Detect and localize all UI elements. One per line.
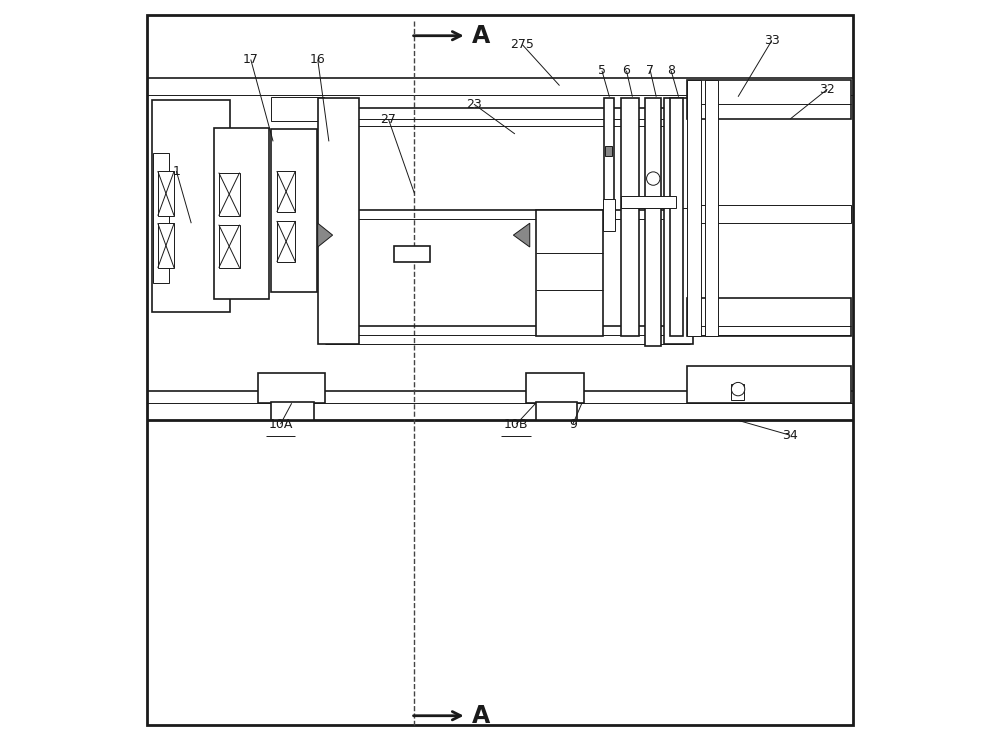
Bar: [687, 80, 851, 119]
Bar: [258, 373, 325, 403]
Text: 34: 34: [782, 429, 798, 442]
Text: 1: 1: [172, 164, 180, 178]
Bar: [604, 98, 614, 201]
Polygon shape: [318, 223, 333, 247]
Text: 10A: 10A: [268, 417, 293, 431]
Bar: [153, 153, 169, 283]
Bar: [219, 225, 240, 268]
Bar: [271, 97, 324, 121]
Bar: [603, 199, 615, 231]
Bar: [621, 98, 639, 336]
Bar: [271, 402, 314, 420]
Circle shape: [731, 382, 745, 396]
Text: 9: 9: [569, 417, 577, 431]
Bar: [526, 373, 584, 403]
Text: 5: 5: [598, 64, 606, 77]
Text: A: A: [472, 24, 491, 48]
Text: 16: 16: [310, 53, 326, 66]
Text: 7: 7: [646, 64, 654, 77]
Bar: [271, 129, 317, 292]
Text: A: A: [472, 704, 491, 728]
Bar: [605, 146, 612, 156]
Bar: [158, 223, 174, 268]
Bar: [277, 221, 295, 262]
Bar: [664, 98, 693, 344]
Bar: [536, 402, 577, 420]
Bar: [152, 100, 230, 312]
Bar: [621, 196, 676, 208]
Bar: [318, 98, 359, 344]
Bar: [645, 98, 661, 346]
Polygon shape: [513, 223, 530, 247]
Bar: [536, 210, 603, 336]
Bar: [705, 80, 718, 336]
Text: 23: 23: [466, 97, 482, 111]
Bar: [649, 196, 658, 208]
Bar: [158, 171, 174, 216]
Text: 275: 275: [510, 38, 534, 51]
Bar: [277, 171, 295, 212]
Text: 6: 6: [623, 64, 630, 77]
Bar: [219, 173, 240, 216]
Bar: [214, 128, 269, 299]
Bar: [687, 366, 851, 403]
Circle shape: [647, 172, 660, 185]
Bar: [731, 384, 744, 400]
Text: 33: 33: [764, 34, 779, 48]
Bar: [687, 298, 851, 336]
Bar: [670, 98, 683, 336]
Text: 17: 17: [243, 53, 259, 66]
Bar: [394, 246, 430, 262]
Text: 32: 32: [819, 83, 835, 96]
Text: 8: 8: [667, 64, 675, 77]
Bar: [687, 205, 851, 223]
Bar: [687, 80, 701, 336]
Text: 27: 27: [380, 112, 396, 126]
Text: 10B: 10B: [504, 417, 529, 431]
